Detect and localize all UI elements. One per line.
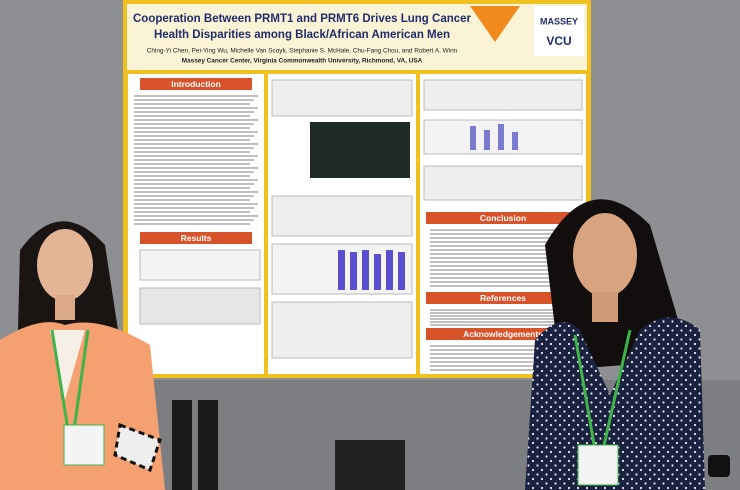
figure [271, 79, 413, 117]
section-title: References [480, 293, 526, 303]
logo-triangle [470, 6, 520, 42]
section-header [140, 232, 252, 244]
figure [271, 195, 413, 237]
section-header [426, 292, 580, 304]
figure [139, 249, 261, 281]
person-right [525, 199, 730, 490]
poster: Cooperation Between PRMT1 and PRMT6 Driv… [123, 0, 591, 378]
authors: Ching-Yi Chen, Pei-Ying Wu, Michelle Van… [147, 48, 458, 55]
affiliation: Massey Cancer Center, Virginia Commonwea… [182, 58, 423, 65]
poster-title: Health Disparities among Black/African A… [154, 29, 450, 41]
logo-box [534, 6, 584, 56]
bar [484, 130, 490, 150]
figure [423, 79, 583, 111]
person-left [0, 221, 165, 490]
background-person [198, 400, 218, 490]
bar [386, 250, 393, 290]
figure-microscopy [310, 122, 410, 178]
watch [708, 455, 730, 477]
bar [498, 124, 504, 150]
logo-text: VCU [546, 34, 571, 48]
section-title: Conclusion [480, 213, 526, 223]
figure [423, 165, 583, 201]
bar [338, 250, 345, 290]
section-header [140, 78, 252, 90]
poster-title: Cooperation Between PRMT1 and PRMT6 Driv… [133, 13, 472, 25]
section-title: Acknowledgements [463, 329, 543, 339]
logo-text: MASSEY [540, 16, 578, 26]
bar [374, 254, 381, 290]
body-text [134, 95, 258, 225]
bar [362, 250, 369, 290]
bar [470, 126, 476, 150]
bar [350, 252, 357, 290]
figure [139, 287, 261, 325]
figure [271, 301, 413, 359]
background-person [335, 440, 405, 490]
section-title: Results [181, 233, 212, 243]
section-header [426, 212, 580, 224]
bar [512, 132, 518, 150]
bar [398, 252, 405, 290]
section-title: Introduction [171, 79, 221, 89]
background-person [172, 400, 192, 490]
